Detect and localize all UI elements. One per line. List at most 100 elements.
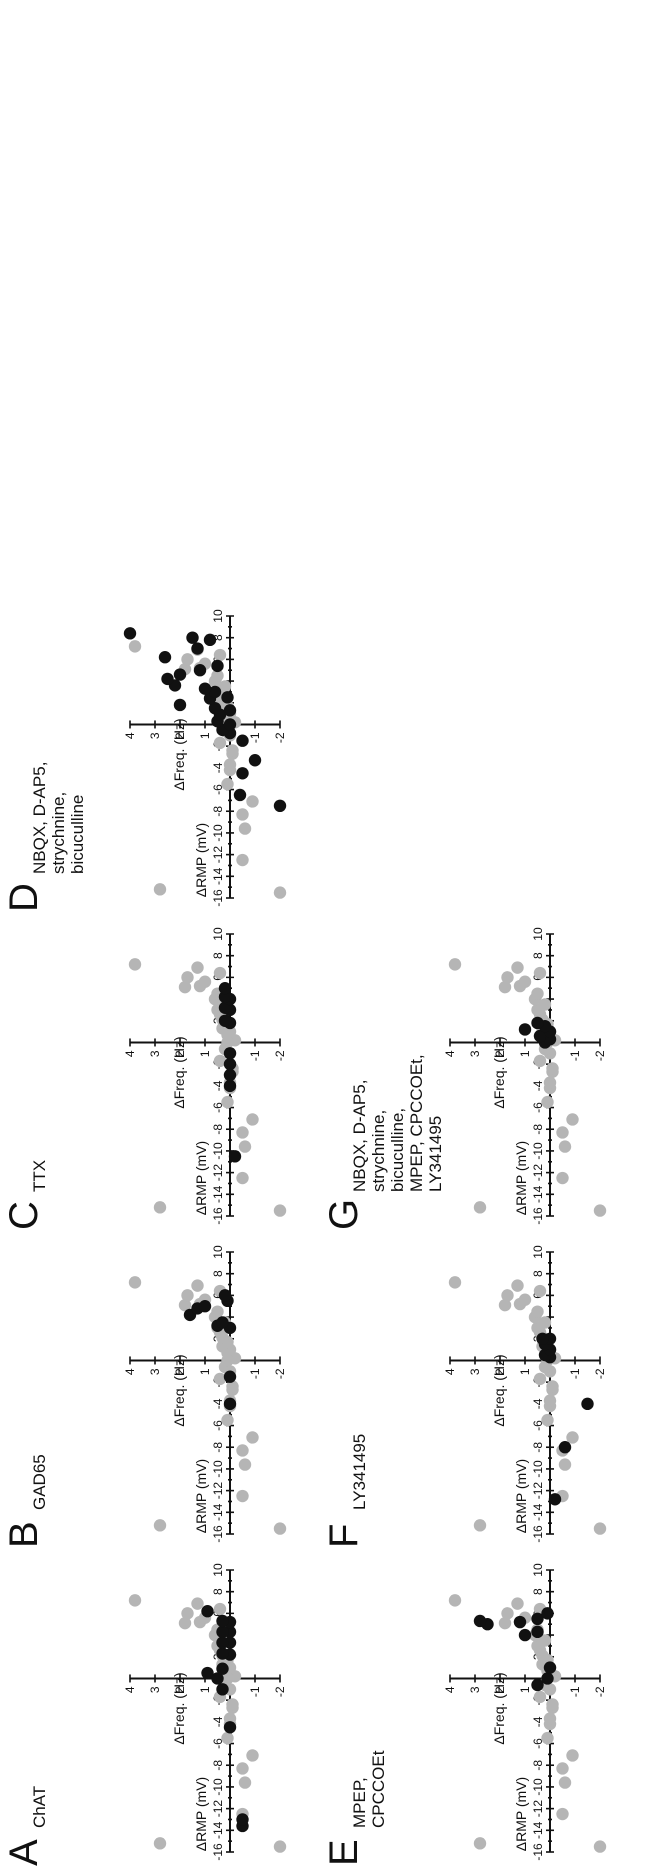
y-tick-label: 2 [173,732,187,739]
x-tick-label: -14 [211,1185,225,1203]
control-point [213,966,227,980]
x-tick-label: 8 [211,1588,225,1595]
drug-point [216,1614,229,1628]
y-tick-label: 4 [443,1368,457,1375]
x-tick-label: -8 [211,806,225,817]
control-point [541,1413,554,1427]
x-tick-label: -6 [211,1738,225,1749]
x-tick-label: -6 [211,1102,225,1113]
x-axis-label: ΔRMP (mV) [193,823,209,897]
control-point [128,1276,142,1289]
control-point [238,1776,252,1789]
y-tick-label: 2 [173,1686,187,1693]
y-tick-label: 4 [443,1686,457,1693]
control-point [556,1807,569,1821]
control-point [236,853,249,867]
x-tick-label: 8 [211,1270,225,1277]
control-point [223,1712,237,1725]
control-point [531,987,544,1000]
y-tick-label: 2 [493,1050,507,1057]
control-point [273,1204,287,1217]
drug-point [218,990,232,1004]
y-axis-label: ΔFreq. (Hz) [491,1036,507,1108]
panel-d: D NBQX, D-AP5, strychnine, bicuculline -… [0,600,300,918]
drug-point [218,1289,232,1302]
panel-g: G NBQX, D-AP5, strychnine, bicuculline, … [320,918,620,1236]
y-tick-label: -2 [273,1686,287,1697]
control-point [473,1837,487,1850]
drug-point [198,682,212,695]
y-tick-label: -2 [273,1050,287,1061]
x-tick-label: -8 [211,1760,225,1771]
y-tick-label: 3 [148,732,162,739]
control-point [556,1171,569,1185]
control-point [501,1607,514,1620]
drug-point [216,1625,229,1639]
x-tick-label: -12 [211,1482,225,1500]
control-point [221,1731,234,1745]
drug-point [473,1614,487,1628]
drug-point [123,627,137,640]
x-tick-label: 8 [531,952,545,959]
drug-point [236,734,249,747]
control-point [511,1279,524,1292]
drug-point [531,1625,544,1639]
drug-point [216,1683,229,1696]
y-tick-label: 1 [198,1368,212,1375]
x-tick-label: -12 [531,1800,545,1818]
control-point [538,998,552,1011]
control-point [181,971,194,984]
control-point [238,1458,252,1471]
control-point [226,744,239,757]
x-tick-label: -8 [211,1124,225,1135]
control-point [538,1634,552,1647]
control-point [541,1095,554,1109]
control-point [221,777,234,791]
x-tick-label: -4 [211,1080,225,1091]
x-tick-label: -6 [531,1420,545,1431]
x-tick-label: -4 [211,1398,225,1409]
control-point [558,1458,572,1471]
drug-point [201,1605,214,1618]
control-point [236,1489,249,1503]
control-point [533,1372,547,1386]
control-point [566,1431,579,1444]
control-point [246,1113,259,1126]
drug-point [518,1628,532,1642]
control-point [246,1749,259,1762]
control-point [236,1762,249,1775]
x-tick-label: -4 [531,1398,545,1409]
panel-e: E MPEP, CPCCOEt -16-14-12-10-8-6-4-22468… [320,1554,620,1872]
control-point [273,1840,287,1853]
control-point [541,1731,554,1745]
drug-point [541,1672,554,1685]
y-tick-label: -1 [568,1368,582,1379]
x-tick-label: -8 [531,1442,545,1453]
control-point [566,1749,579,1762]
drug-point [228,1150,242,1163]
x-tick-label: -14 [531,1503,545,1521]
control-point [246,1431,259,1444]
drug-point [211,1672,224,1685]
control-point [181,1607,194,1620]
y-tick-label: -1 [248,732,262,743]
control-point [198,975,212,988]
control-point [566,1113,579,1126]
x-tick-label: -14 [211,1503,225,1521]
drug-point [161,672,174,686]
control-point [213,648,227,662]
control-point [178,980,192,994]
x-tick-label: -16 [531,1525,545,1543]
drug-point [531,1678,544,1692]
y-tick-label: 4 [443,1050,457,1057]
x-axis-label: ΔRMP (mV) [513,1459,529,1533]
drug-point [201,1666,214,1680]
control-point [498,1616,512,1630]
x-tick-label: 10 [211,1245,225,1259]
control-point [556,1126,569,1139]
control-point [558,1776,572,1789]
x-tick-label: 10 [531,1563,545,1577]
